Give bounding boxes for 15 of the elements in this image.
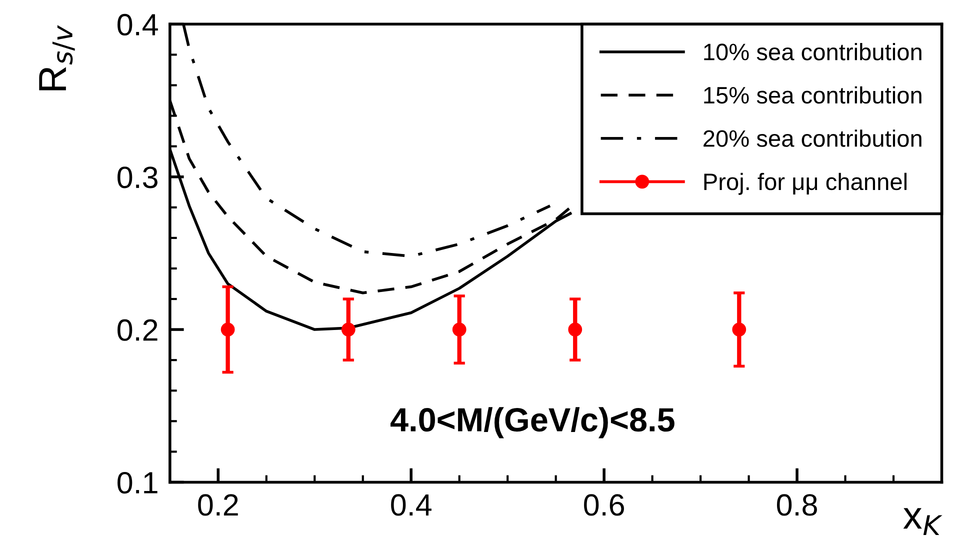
x-axis-title: x$_{K}$ [903, 508, 942, 536]
y-tick-label: 0.1 [118, 472, 158, 494]
x-tick-label: 0.6 [584, 494, 624, 516]
x-tick-label: 0.2 [198, 494, 238, 516]
legend-label: 20% sea contribution [704, 130, 922, 147]
y-tick-label: 0.3 [118, 166, 158, 188]
y-tick-label: 0.2 [118, 319, 158, 341]
y-tick-label: 0.4 [118, 14, 158, 36]
x-tick-label: 0.8 [776, 494, 817, 516]
y-axis-title: R$_{s/v}$ [39, 25, 75, 90]
legend-label: Proj. for μμ channel [704, 172, 906, 195]
annotation: 4.0<M/(GeV/c)<8.5 [390, 407, 674, 438]
legend-label: 10% sea contribution [704, 43, 922, 60]
x-tick-label: 0.4 [391, 494, 432, 516]
legend-label: 15% sea contribution [704, 86, 922, 104]
